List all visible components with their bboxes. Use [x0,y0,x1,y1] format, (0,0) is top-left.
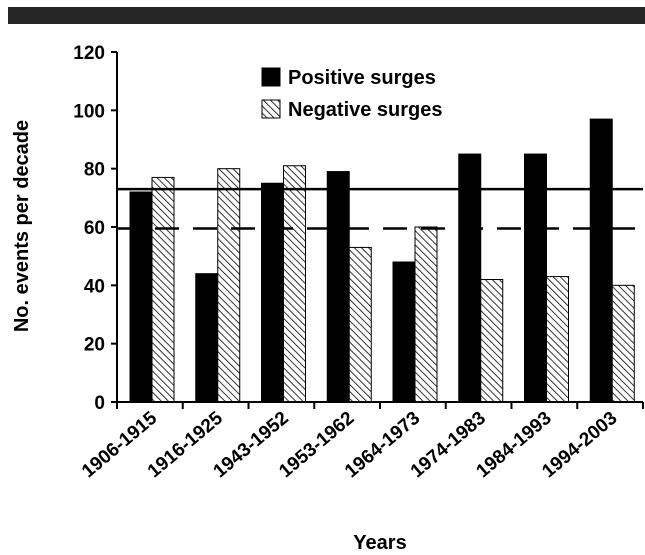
y-tick-label: 0 [94,393,105,414]
positive-surge-bar-1974-1983 [458,153,482,403]
positive-surge-bar-1916-1925 [195,273,219,403]
reference-lines [117,187,643,230]
legend-swatch-positive [261,67,281,87]
positive-surge-bar-1964-1973 [392,261,416,403]
positive-surge-bar-1984-1993 [524,153,547,403]
y-tick-label: 40 [84,276,105,297]
positive-surge-bar-1994-2003 [589,118,613,403]
positive-surge-bar-1943-1952 [261,182,284,403]
legend-swatch-negative [261,99,281,119]
negative-surge-bar-1953-1962 [348,246,372,403]
y-tick-label: 100 [73,101,105,122]
negative-surge-bar-1994-2003 [611,284,635,403]
negative-surge-bar-1916-1925 [217,168,241,403]
positive-surge-bar-1953-1962 [326,171,350,403]
bars-group [129,118,635,403]
top-band [8,7,645,24]
y-tick-label: 80 [84,160,105,181]
negative-surge-bar-1964-1973 [414,226,438,403]
legend-label: Negative surges [288,99,443,121]
negative-surge-bar-1943-1952 [283,165,306,403]
negative-surge-bar-1974-1983 [480,279,504,403]
negative-surge-bar-1984-1993 [546,276,569,403]
y-tick-label: 60 [84,218,105,239]
y-tick-label: 20 [84,335,105,356]
x-axis-title: Years [353,532,406,554]
y-tick-label: 120 [73,43,105,64]
positive-surge-bar-1906-1915 [129,191,153,403]
legend: Positive surges Negative surges [261,67,443,121]
negative-surge-bar-1906-1915 [151,176,175,403]
y-axis-title: No. events per decade [11,120,33,332]
legend-label: Positive surges [288,67,436,89]
